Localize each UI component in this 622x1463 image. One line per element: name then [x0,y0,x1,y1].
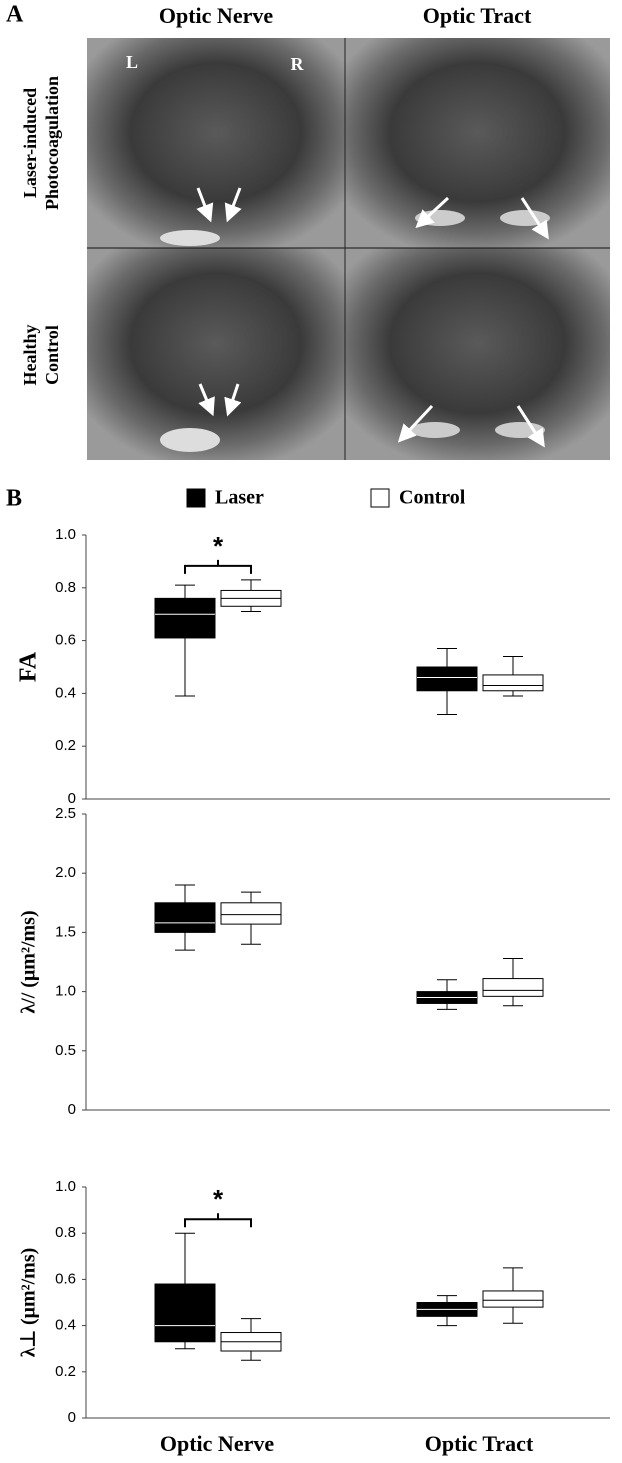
y-tick-label: 0.2 [55,737,76,754]
y-tick-label: 2.5 [55,805,76,822]
legend-label: Laser [215,487,264,509]
y-tick-label: 0.6 [55,1270,76,1287]
y-axis-label: λ⊥ (μm²/ms) [18,1248,40,1358]
bright-spot [160,230,220,246]
y-tick-label: 1.0 [55,983,76,1000]
mri-image [345,38,610,248]
y-tick-label: 0 [68,1101,76,1118]
significance-star: * [213,531,224,561]
bright-spot [160,428,220,452]
legend-swatch [186,488,206,508]
mri-panel [87,38,610,460]
box [482,1290,544,1308]
y-tick-label: 1.5 [55,923,76,940]
y-tick-label: 1.0 [55,1178,76,1195]
legend-swatch [370,488,390,508]
significance-bracket [184,559,252,574]
y-tick-label: 0.4 [55,684,76,701]
arrows [196,187,549,448]
side-label: R [291,54,305,74]
box [154,1283,216,1343]
row-label: Laser-induced [20,88,40,198]
box [482,978,544,997]
significance-bracket [184,1213,252,1228]
mri-image [345,248,610,460]
mri-image [87,38,345,248]
y-axis-label: FA [16,651,42,682]
box [154,597,216,639]
box [154,902,216,933]
y-tick-label: 1.0 [55,526,76,543]
column-title: Optic Tract [423,3,532,28]
panel-label: B [6,486,22,512]
bright-spot [410,422,460,438]
y-tick-label: 0.2 [55,1363,76,1380]
row-label: Control [42,325,62,385]
y-tick-label: 0.8 [55,1224,76,1241]
panel-label: A [6,2,24,28]
box [416,666,478,692]
box [220,902,282,925]
row-label: Healthy [20,325,40,386]
row-label: Photocoagulation [42,76,62,210]
legend-label: Control [399,487,466,509]
box [482,674,544,692]
side-label: L [126,52,138,72]
significance-star: * [213,1184,224,1214]
bright-spot [415,210,465,226]
y-axis-label: λ// (μm²/ms) [18,910,40,1013]
y-tick-label: 0.5 [55,1042,76,1059]
mri-image [87,248,345,460]
y-tick-label: 0.4 [55,1317,76,1334]
column-title: Optic Nerve [159,3,273,28]
x-tick-label: Optic Nerve [160,1431,274,1456]
x-tick-label: Optic Tract [425,1431,534,1456]
bright-spot [500,210,550,226]
y-tick-label: 0.8 [55,579,76,596]
y-tick-label: 0 [68,790,76,807]
y-tick-label: 2.0 [55,864,76,881]
y-tick-label: 0 [68,1409,76,1426]
y-tick-label: 0.6 [55,632,76,649]
